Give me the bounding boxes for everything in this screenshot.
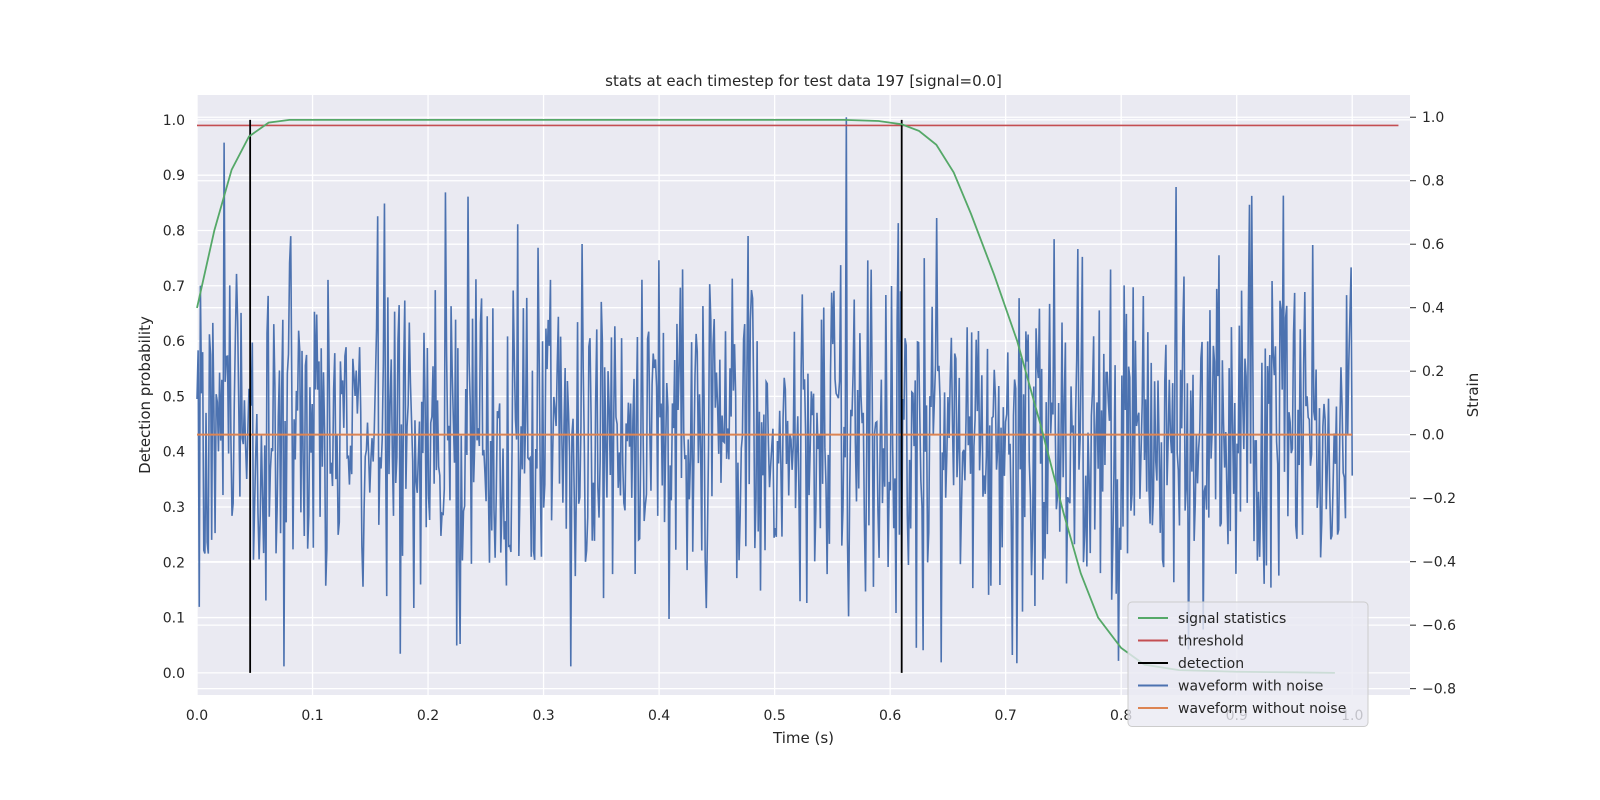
right-y-axis: −0.8 −0.6 −0.4 −0.2 0.0 0.2 0.4 0.6 0.8 1.0 bbox=[1410, 110, 1456, 698]
x-tick-label: 0.5 bbox=[763, 708, 785, 724]
x-tick-label: 0.3 bbox=[532, 708, 554, 724]
y-right-tick-label: 0.0 bbox=[1422, 428, 1444, 444]
legend-label: detection bbox=[1178, 656, 1244, 672]
x-axis-label: Time (s) bbox=[772, 729, 834, 747]
y-right-tick-label: 0.6 bbox=[1422, 237, 1444, 253]
y-right-tick-label: 0.2 bbox=[1422, 364, 1444, 380]
y-left-tick-label: 0.1 bbox=[163, 611, 185, 627]
y-left-tick-label: 0.7 bbox=[163, 279, 185, 295]
series-layer bbox=[196, 117, 1399, 674]
y-right-tick-label: 0.4 bbox=[1422, 301, 1444, 317]
y-right-tick-label: 0.8 bbox=[1422, 174, 1444, 190]
y-left-tick-label: 1.0 bbox=[163, 113, 185, 129]
legend-label: signal statistics bbox=[1178, 611, 1286, 627]
y-left-tick-label: 0.4 bbox=[163, 445, 185, 461]
y-right-tick-label: −0.8 bbox=[1422, 682, 1456, 698]
legend: signal statistics threshold detection wavef… bbox=[1127, 601, 1369, 727]
y-axis-label-left: Detection probability bbox=[136, 316, 154, 474]
y-left-tick-label: 0.3 bbox=[163, 500, 185, 516]
y-left-tick-label: 0.9 bbox=[163, 168, 185, 184]
y-left-tick-label: 0.5 bbox=[163, 389, 185, 405]
chart-title: stats at each timestep for test data 197… bbox=[605, 72, 1002, 90]
left-y-axis: 0.0 0.1 0.2 0.3 0.4 0.5 0.6 0.7 0.8 0.9 1.0 bbox=[163, 113, 185, 682]
y-left-tick-label: 0.2 bbox=[163, 555, 185, 571]
legend-box bbox=[1127, 601, 1369, 727]
legend-label: waveform without noise bbox=[1178, 701, 1346, 717]
x-tick-label: 0.0 bbox=[186, 708, 208, 724]
y-axis-label-right: Strain bbox=[1464, 373, 1482, 417]
y-right-tick-label: 1.0 bbox=[1422, 110, 1444, 126]
series-signal-statistics bbox=[196, 118, 1335, 674]
x-tick-label: 0.7 bbox=[995, 708, 1017, 724]
legend-label: waveform with noise bbox=[1178, 679, 1323, 695]
x-tick-label: 0.8 bbox=[1110, 708, 1132, 724]
series-waveform-with-noise bbox=[196, 117, 1354, 667]
x-tick-label: 0.4 bbox=[648, 708, 670, 724]
x-tick-label: 0.1 bbox=[301, 708, 323, 724]
y-left-tick-label: 0.6 bbox=[163, 334, 185, 350]
x-tick-label: 0.6 bbox=[879, 708, 901, 724]
y-right-tick-label: −0.2 bbox=[1422, 491, 1456, 507]
legend-label: threshold bbox=[1178, 634, 1244, 650]
y-right-tick-label: −0.6 bbox=[1422, 618, 1456, 634]
y-left-tick-label: 0.8 bbox=[163, 223, 185, 239]
y-right-tick-label: −0.4 bbox=[1422, 555, 1456, 571]
y-left-tick-label: 0.0 bbox=[163, 666, 185, 682]
x-tick-label: 0.2 bbox=[417, 708, 439, 724]
